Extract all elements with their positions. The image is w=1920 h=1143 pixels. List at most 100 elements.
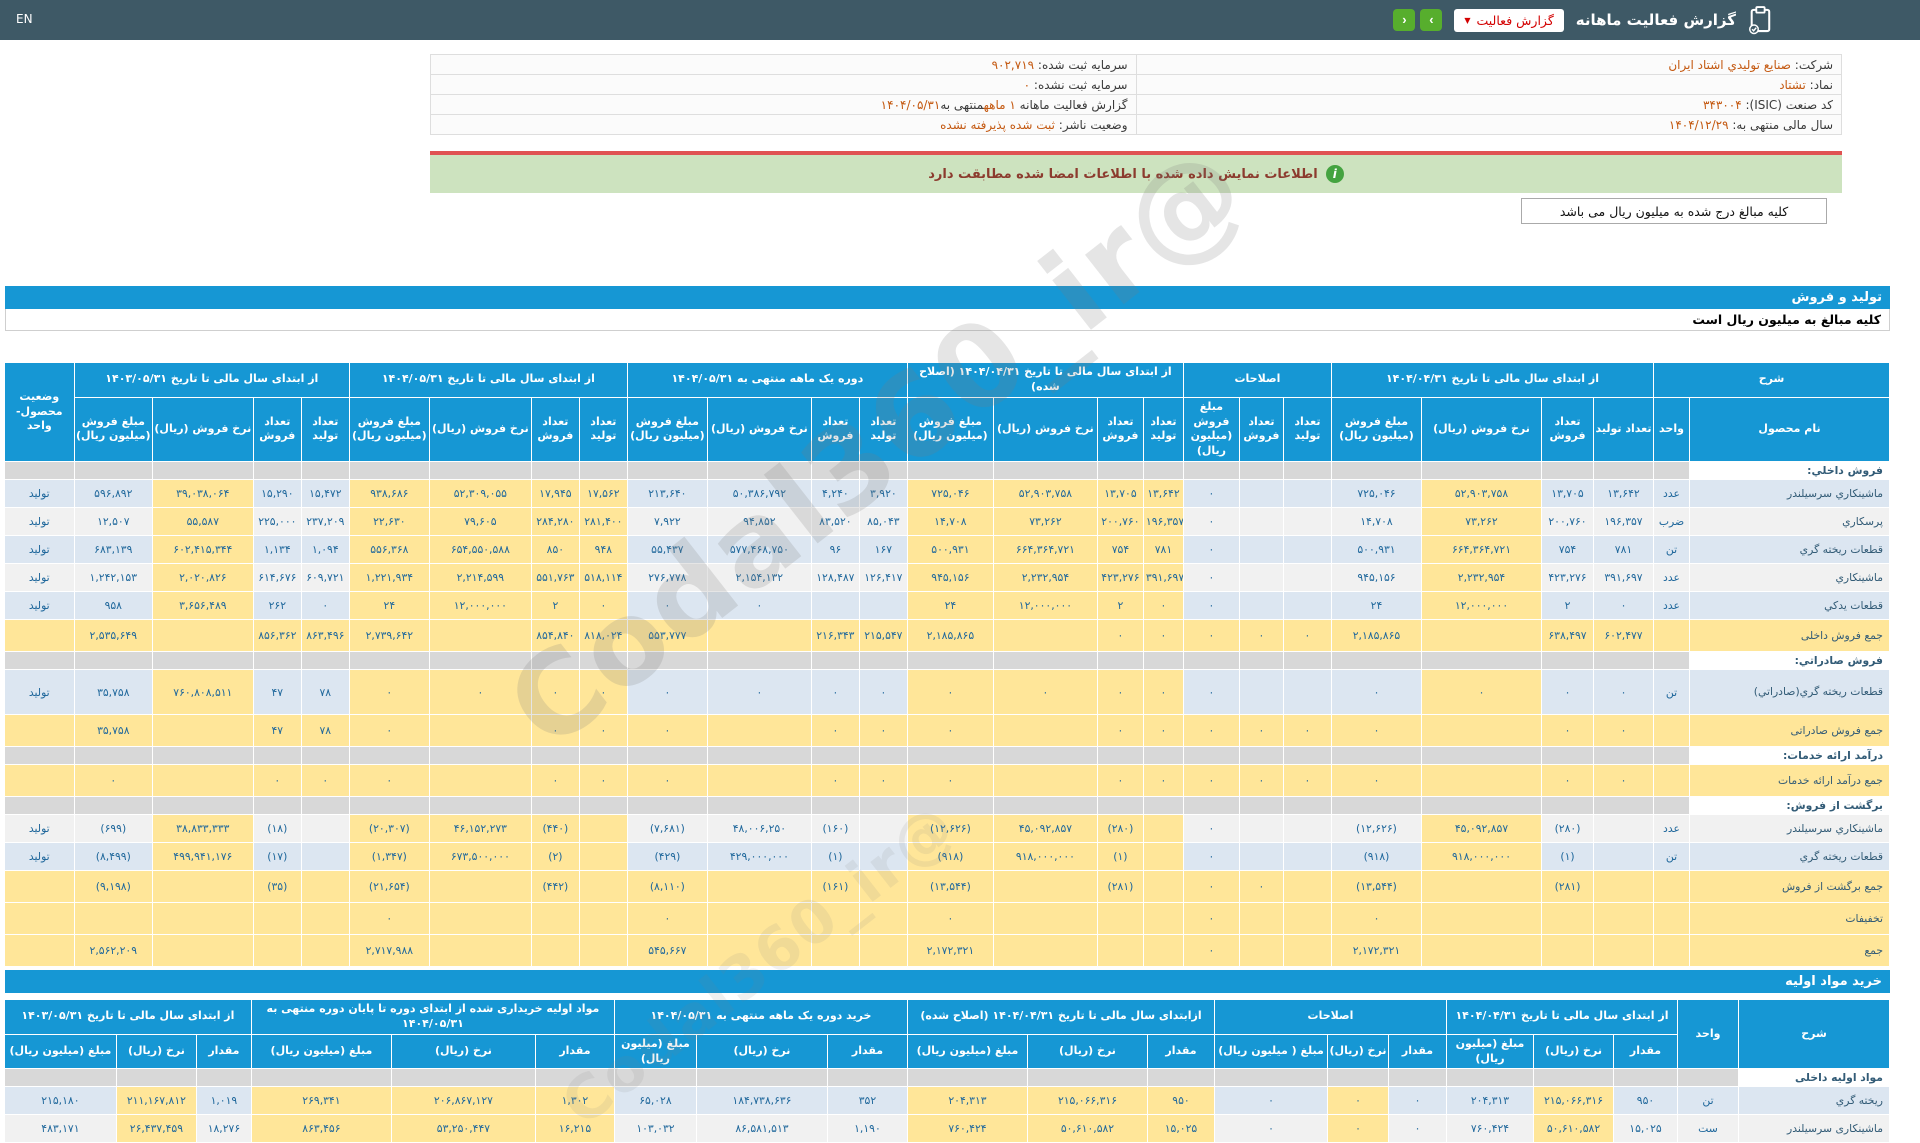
table-cell: مواد اولیه داخلی — [1738, 1068, 1890, 1088]
company-info-cell: سرمایه ثبت نشده: ۰ — [430, 74, 1137, 95]
table-cell: ۱۸۴,۷۳۸,۶۳۶ — [695, 1086, 828, 1116]
table-cell: ۷۹,۶۰۵ — [428, 507, 532, 537]
table-cell — [1282, 814, 1332, 844]
table-cell — [992, 461, 1098, 481]
chevron-left-icon: ‹ — [1402, 12, 1407, 27]
language-toggle-en[interactable]: EN — [16, 12, 33, 26]
table-cell — [858, 814, 908, 844]
table-cell: ۶۷۳,۵۰۰,۰۰۰ — [428, 842, 532, 872]
table-cell: ۰ — [1142, 669, 1184, 716]
table-cell — [1238, 591, 1284, 621]
table-cell: جمع فروش صادراتی — [1689, 714, 1890, 748]
measure-header: مبلغ (میلیون ریال) — [613, 1033, 697, 1070]
prev-report-button[interactable]: ‹ — [1393, 9, 1416, 31]
unit-header: واحد — [1677, 999, 1739, 1070]
table-cell: ۲,۱۸۵,۸۶۵ — [906, 619, 994, 653]
table-cell: ۵۲,۳۰۹,۰۵۵ — [428, 479, 532, 509]
table-cell — [1446, 1068, 1534, 1088]
table-cell: ۶۶۴,۳۶۴,۷۲۱ — [992, 535, 1098, 565]
status-header: وضعیت محصول-واحد — [3, 361, 75, 463]
table-cell — [1653, 934, 1690, 968]
table-row: ماشینکاری سرسیلندر ست ۱۵,۰۲۵ ۵۰,۶۱۰,۵۸۲ ۷۶۰,… — [3, 1114, 1890, 1143]
table-cell: ۹۱۸,۰۰۰,۰۰۰ — [1421, 842, 1542, 872]
table-cell: ۶۳۸,۴۹۷ — [1541, 619, 1594, 653]
table-cell — [390, 1068, 536, 1088]
table-cell — [992, 714, 1098, 748]
table-cell — [578, 461, 628, 481]
table-cell: ۴۸,۰۰۶,۲۵۰ — [706, 814, 812, 844]
table-cell: تولید — [3, 842, 75, 872]
table-cell: ۰ — [906, 714, 994, 748]
table-cell — [578, 934, 628, 968]
company-info-cell: گزارش فعالیت ماهانه ۱ ماههمنتهی به۱۴۰۴/۰… — [430, 94, 1137, 115]
table-cell: ۲۱۶,۳۴۳ — [810, 619, 860, 653]
table-cell: ۰ — [1213, 1086, 1329, 1116]
table-cell — [300, 842, 350, 872]
table-cell: ۵۰۰,۹۳۱ — [1330, 535, 1423, 565]
table-cell: ۹۴۵,۱۵۶ — [906, 563, 994, 593]
table-cell: ۲,۲۱۴,۵۹۹ — [428, 563, 532, 593]
table-cell — [1282, 535, 1332, 565]
table-cell: ۲۷۶,۷۷۸ — [626, 563, 708, 593]
table-cell: جمع — [1689, 934, 1890, 968]
table-cell — [706, 461, 812, 481]
table-cell: ۲۰۰,۷۶۰ — [1096, 507, 1144, 537]
table-cell: (۶۹۹) — [73, 814, 153, 844]
table-cell: ۳۵,۷۵۸ — [73, 669, 153, 716]
table-cell: (۴۴۰) — [530, 814, 580, 844]
table-cell: ۲,۷۳۹,۶۴۲ — [348, 619, 430, 653]
table-cell: ۰ — [1182, 669, 1240, 716]
table-cell: ۶۰۲,۴۷۷ — [1593, 619, 1654, 653]
table-cell — [613, 1068, 697, 1088]
table-cell: ۰ — [858, 714, 908, 748]
table-cell: ۰ — [530, 669, 580, 716]
table-cell: ۹۴۵,۱۵۶ — [1330, 563, 1423, 593]
table-cell — [906, 746, 994, 766]
table-cell: ۰ — [1182, 479, 1240, 509]
table-cell: ۰ — [1182, 563, 1240, 593]
table-cell — [530, 461, 580, 481]
measure-header: مبلغ فروش (میلیون ریال) — [1182, 396, 1240, 463]
table-cell: ۳۹۱,۶۹۷ — [1142, 563, 1184, 593]
product-name-header: نام محصول — [1689, 396, 1890, 463]
table-cell — [810, 651, 860, 671]
table-cell — [1096, 796, 1144, 816]
table-cell: ۱۶,۲۱۵ — [534, 1114, 615, 1143]
report-type-dropdown[interactable]: گزارش فعالیت ▼ — [1454, 8, 1564, 32]
table-cell: (۱۳,۵۴۴) — [1330, 870, 1423, 904]
table-cell: ۰ — [1593, 764, 1654, 798]
table-cell: ۹۱۸,۰۰۰,۰۰۰ — [992, 842, 1098, 872]
table-cell — [992, 651, 1098, 671]
table-cell — [1142, 796, 1184, 816]
table-cell: ۴,۲۴۰ — [810, 479, 860, 509]
table-cell: تولید — [3, 479, 75, 509]
table-cell — [1182, 651, 1240, 671]
table-row: پرسکاري ضرب ۱۹۶,۳۵۷ ۲۰۰,۷۶۰ ۷۳,۲۶۲ ۱۴,۷۰۸ ۰ ۱۹۶… — [3, 507, 1890, 537]
table-cell: ۵۵۶,۳۶۸ — [348, 535, 430, 565]
table-cell: ۵۰,۶۱۰,۵۸۲ — [1026, 1114, 1148, 1143]
table-cell: ۰ — [626, 714, 708, 748]
production-sales-subtitle: کلیه مبالغ به میلیون ریال است — [5, 309, 1890, 331]
table-cell: ۰ — [1182, 535, 1240, 565]
company-info-row: شرکت: صنایع تولیدي اشتاد ایران سرمایه ثبت… — [430, 54, 1842, 75]
table-cell: ۲۰۴,۳۱۳ — [1446, 1086, 1534, 1116]
table-cell: ۰ — [1330, 714, 1423, 748]
table-cell: ۲ — [530, 591, 580, 621]
table-cell: ۱,۰۹۴ — [300, 535, 350, 565]
table-row: فروش صادراتي: — [3, 651, 1890, 671]
table-cell: ۰ — [1182, 714, 1240, 748]
company-info-row: سال مالی منتهی به: ۱۴۰۴/۱۲/۲۹ وضعیت ناشر:… — [430, 114, 1842, 135]
next-report-button[interactable]: › — [1420, 9, 1443, 31]
table-cell: ۰ — [1327, 1114, 1389, 1143]
table-cell — [300, 796, 350, 816]
table-cell — [1282, 507, 1332, 537]
table-cell: ۰ — [428, 669, 532, 716]
table-cell — [1282, 870, 1332, 904]
measure-header: نرخ (ریال) — [695, 1033, 828, 1070]
period-group-header: از ابتدای سال مالی تا تاریخ ۱۴۰۴/۰۵/۳۱ — [348, 362, 628, 398]
table-cell — [428, 934, 532, 968]
table-cell: ۰ — [1421, 669, 1542, 716]
table-cell: ۱۲۶,۴۱۷ — [858, 563, 908, 593]
table-cell — [300, 814, 350, 844]
table-cell — [428, 902, 532, 936]
